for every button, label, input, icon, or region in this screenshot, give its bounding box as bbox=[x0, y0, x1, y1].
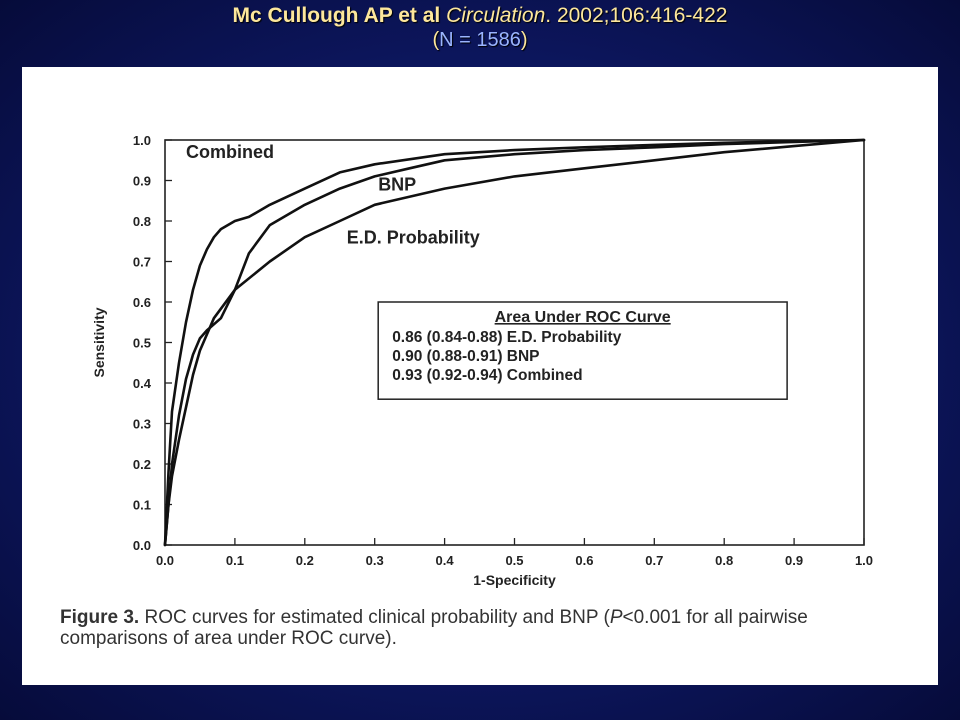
slide-title: Mc Cullough AP et al Circulation. 2002;1… bbox=[0, 4, 960, 28]
auc-box-title: Area Under ROC Curve bbox=[495, 309, 671, 326]
title-authors: Mc Cullough AP et al bbox=[232, 4, 441, 27]
y-tick-label: 0.7 bbox=[133, 255, 151, 270]
auc-row: 0.90 (0.88-0.91) BNP bbox=[392, 348, 539, 365]
y-axis-title: Sensitivity bbox=[91, 307, 107, 377]
auc-row: 0.93 (0.92-0.94) Combined bbox=[392, 367, 582, 384]
y-tick-label: 0.4 bbox=[133, 376, 152, 391]
title-citation: . 2002;106:416-422 bbox=[545, 4, 728, 27]
roc-curve-3 bbox=[163, 138, 866, 547]
caption-label: Figure 3. bbox=[60, 607, 140, 628]
y-tick-label: 0.6 bbox=[133, 295, 151, 310]
subtitle-text: N = 1586 bbox=[439, 29, 521, 51]
auc-box bbox=[377, 301, 788, 400]
roc-curve-1 bbox=[163, 138, 866, 547]
y-tick-label: 0.5 bbox=[133, 336, 151, 351]
curve-label: Combined bbox=[186, 142, 274, 162]
roc-curve-2 bbox=[163, 138, 866, 547]
x-tick-label: 0.0 bbox=[156, 553, 174, 568]
x-tick-label: 0.1 bbox=[226, 553, 244, 568]
caption-p-symbol: P bbox=[609, 607, 623, 628]
caption-text-2: <0.001 for all pairwise comparisons of a… bbox=[60, 607, 808, 649]
y-tick-label: 0.2 bbox=[133, 457, 151, 472]
x-axis-title: 1-Specificity bbox=[473, 572, 556, 588]
x-tick-label: 0.6 bbox=[575, 553, 593, 568]
caption-text-1: ROC curves for estimated clinical probab… bbox=[139, 607, 610, 628]
y-tick-label: 0.8 bbox=[133, 214, 151, 229]
x-tick-label: 1.0 bbox=[855, 553, 873, 568]
figure-panel: 0.0 0.1 0.2 0.3 0.4 0.5 0.6 0.7 0.8 0.9 1.0 0.0 0.1 0… bbox=[22, 67, 938, 685]
slide-subtitle: (N = 1586) bbox=[0, 28, 960, 52]
subtitle-close-paren: ) bbox=[520, 29, 528, 51]
figure-caption: Figure 3. ROC curves for estimated clini… bbox=[60, 607, 920, 649]
y-tick-label: 0.0 bbox=[133, 538, 151, 553]
y-tick-label: 0.1 bbox=[133, 498, 151, 513]
title-journal: Circulation bbox=[446, 4, 546, 27]
auc-row: 0.86 (0.84-0.88) E.D. Probability bbox=[392, 329, 622, 346]
subtitle-open-paren: ( bbox=[432, 29, 440, 51]
x-tick-label: 0.2 bbox=[296, 553, 314, 568]
y-tick-label: 1.0 bbox=[133, 133, 151, 148]
curve-label: E.D. Probability bbox=[347, 227, 480, 247]
x-tick-label: 0.9 bbox=[785, 553, 803, 568]
x-tick-label: 0.3 bbox=[366, 553, 384, 568]
x-tick-label: 0.7 bbox=[645, 553, 663, 568]
x-tick-label: 0.5 bbox=[505, 553, 523, 568]
y-tick-label: 0.3 bbox=[133, 417, 151, 432]
roc-chart: 0.0 0.1 0.2 0.3 0.4 0.5 0.6 0.7 0.8 0.9 1.0 0.0 0.1 0… bbox=[91, 133, 873, 588]
curve-label: BNP bbox=[378, 175, 416, 195]
x-tick-label: 0.4 bbox=[436, 553, 455, 568]
x-tick-label: 0.8 bbox=[715, 553, 733, 568]
y-tick-label: 0.9 bbox=[133, 174, 151, 189]
